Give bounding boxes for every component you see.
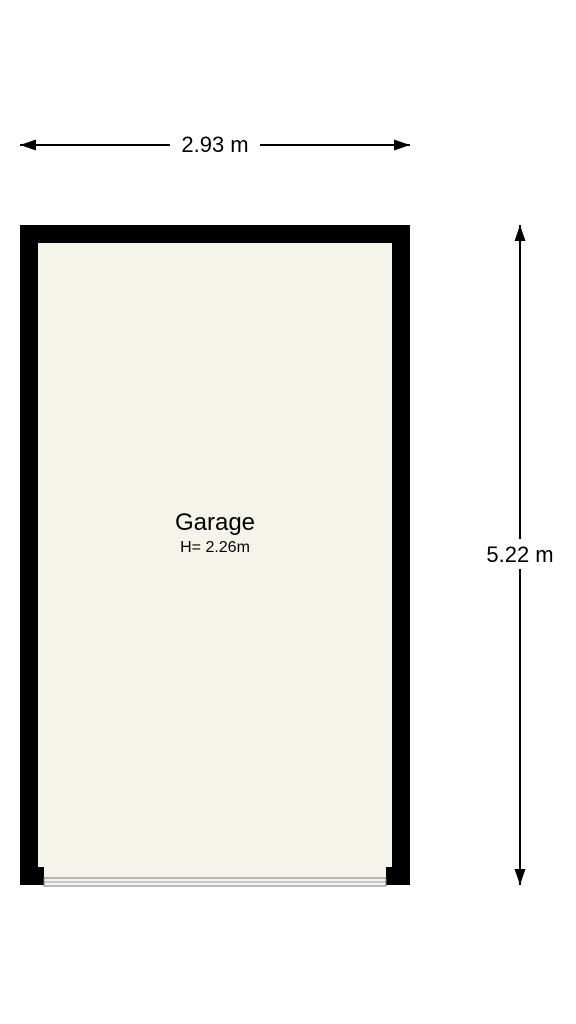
room-height-label: H= 2.26m (180, 539, 250, 556)
height-label: 5.22 m (486, 542, 553, 567)
garage-door (44, 878, 386, 886)
room-name: Garage (175, 509, 255, 536)
width-label: 2.93 m (181, 132, 248, 157)
